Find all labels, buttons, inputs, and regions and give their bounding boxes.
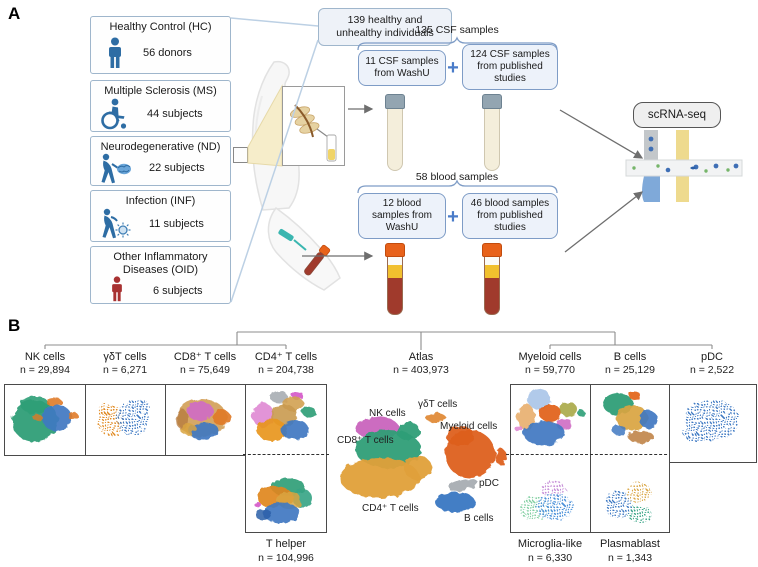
blood-washu-box: 12 blood samples from WashU [358, 193, 446, 239]
tube-body [484, 109, 500, 171]
microfluidic-chip-illustration [625, 130, 743, 202]
label-t-helper: T helper n = 104,996 [258, 538, 314, 564]
cohort-box-hc: Healthy Control (HC) 56 donors [90, 16, 231, 74]
cohort-title: Other Inflammatory Diseases (OID) [113, 251, 208, 276]
umap-microglia-like [519, 481, 574, 521]
panel-a-label: A [8, 4, 21, 23]
umap-cd4-cells-column [245, 384, 327, 533]
umap-pdc [669, 384, 757, 463]
atlas-label-b: B cells [464, 513, 494, 524]
csf-tube-2 [482, 94, 502, 171]
wheelchair-icon [101, 98, 127, 130]
atlas-label-cd8: CD8⁺ T cells [337, 435, 394, 446]
csf-washu-box: 11 CSF samples from WashU [358, 50, 446, 86]
cohort-box-nd: Neurodegenerative (ND) 22 subjects [90, 136, 231, 186]
walking-person-brain-icon [101, 153, 131, 184]
label-microglia-like: Microglia-like n = 6,330 [517, 538, 583, 564]
tube-cap [482, 243, 502, 257]
cohort-title: Infection (INF) [125, 195, 196, 207]
umap-gdt-cells [85, 384, 166, 456]
tube-cap [482, 94, 502, 109]
brain-glyph [117, 163, 131, 175]
tube-body [387, 109, 403, 171]
cohort-box-ms: Multiple Sclerosis (MS) 44 subjects [90, 80, 231, 132]
tube-cap [385, 94, 405, 109]
umap-myeloid-column [510, 384, 591, 533]
label-cd8-cells: CD8⁺ T cells n = 75,649 [173, 351, 237, 376]
umap-cd4-cells [252, 391, 316, 441]
blood-total-label: 58 blood samples [415, 171, 499, 183]
lumbar-puncture-inset [282, 86, 345, 166]
label-atlas: Atlas n = 403,973 [393, 351, 449, 376]
tube-cap [385, 243, 405, 257]
cohort-count: 11 subjects [149, 218, 204, 230]
cd4-subset-divider [243, 454, 329, 455]
blood-tube-2 [482, 243, 502, 315]
atlas-label-myeloid: Myeloid cells [440, 421, 498, 432]
panel-b-label: B [8, 316, 21, 335]
umap-cd8-cells [165, 384, 246, 456]
cohort-count: 56 donors [143, 47, 192, 59]
plus-sign-blood: + [447, 206, 459, 228]
virus-glyph [115, 222, 131, 238]
blood-published-box: 46 blood samples from published studies [462, 193, 558, 239]
cohort-title: Neurodegenerative (ND) [100, 141, 221, 153]
label-pdc: pDC n = 2,522 [689, 351, 735, 376]
cohort-count: 6 subjects [153, 285, 203, 297]
cohort-box-inf: Infection (INF) 11 subjects [90, 190, 231, 242]
lumbar-zoom-square [233, 147, 248, 163]
plus-sign-csf: + [447, 57, 459, 79]
scrna-seq-box: scRNA-seq [633, 102, 721, 128]
label-cd4-cells: CD4⁺ T cells n = 204,738 [254, 351, 318, 376]
tube-body [484, 257, 500, 315]
csf-published-box: 124 CSF samples from published studies [462, 44, 558, 90]
myeloid-b-subset-divider [506, 454, 672, 455]
cohort-box-oid: Other Inflammatory Diseases (OID) 6 subj… [90, 246, 231, 304]
atlas-label-cd4: CD4⁺ T cells [362, 503, 419, 514]
arm-blood-draw-illustration [267, 206, 341, 291]
atlas-label-pdc: pDC [479, 478, 500, 489]
label-b-cells: B cells n = 25,129 [605, 351, 655, 376]
label-plasmablast: Plasmablast n = 1,343 [600, 538, 660, 564]
blood-tube-1 [385, 243, 405, 315]
person-icon [109, 37, 121, 68]
umap-b-cells [603, 392, 658, 443]
tube-body [387, 257, 403, 315]
csf-tube-1 [385, 94, 405, 171]
umap-t-helper [254, 478, 312, 523]
standing-person-icon [112, 276, 122, 302]
cohort-title: Healthy Control (HC) [109, 21, 212, 33]
label-myeloid-cells: Myeloid cells n = 59,770 [518, 351, 582, 376]
label-nk-cells: NK cells n = 29,894 [20, 351, 70, 376]
cohort-title: Multiple Sclerosis (MS) [104, 85, 217, 97]
label-gdt-cells: γδT cells n = 6,271 [102, 351, 148, 376]
atlas-label-gdt: γδT cells [418, 399, 458, 410]
csf-total-label: 135 CSF samples [415, 24, 499, 36]
atlas-label-nk: NK cells [369, 408, 406, 419]
umap-myeloid-cells [515, 388, 585, 445]
umap-b-cells-column [590, 384, 670, 533]
cohort-count: 22 subjects [149, 162, 205, 174]
umap-plasmablast [605, 483, 652, 523]
spine-needle-tube-illustration [289, 104, 337, 162]
magnifier-funnel [247, 84, 283, 167]
umap-nk-cells [4, 384, 86, 456]
person-virus-icon [102, 208, 131, 239]
cohort-count: 44 subjects [147, 108, 203, 120]
